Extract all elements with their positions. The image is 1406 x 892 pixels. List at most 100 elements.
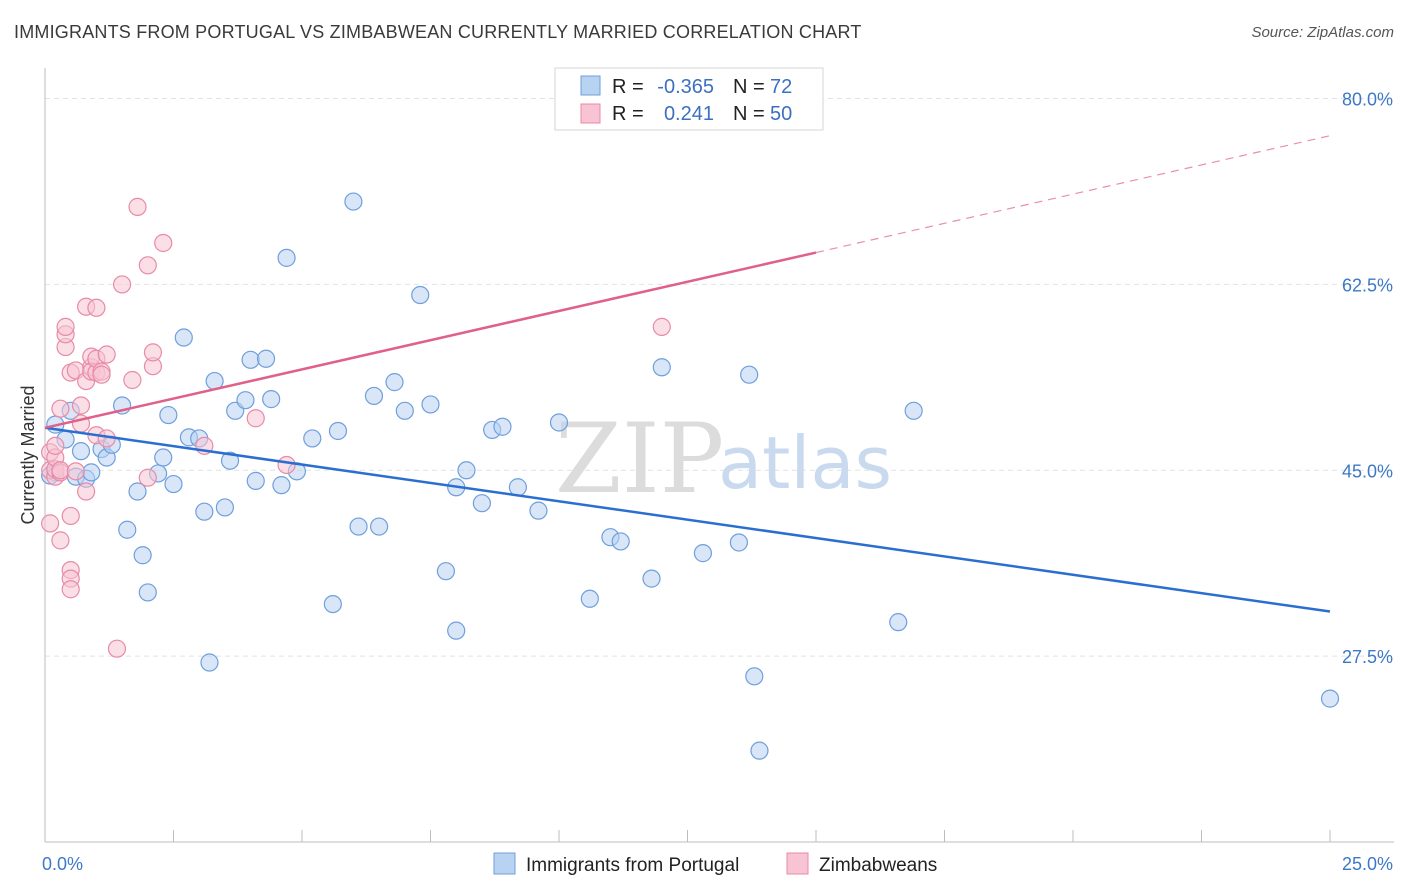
portugal-point-47 bbox=[421, 395, 440, 414]
portugal-point-56 bbox=[529, 501, 548, 520]
gridlines bbox=[45, 98, 1394, 657]
portugal-point-23 bbox=[195, 502, 214, 521]
zimbabwean-point-6 bbox=[46, 436, 65, 455]
portugal-point-67 bbox=[750, 741, 769, 760]
portugal-point-5 bbox=[71, 442, 91, 461]
legend-n-value-2: 50 bbox=[770, 103, 792, 125]
legend-r-value-2: 0.241 bbox=[664, 103, 714, 125]
portugal-point-15 bbox=[138, 583, 157, 602]
portugal-point-26 bbox=[215, 498, 234, 517]
portugal-point-35 bbox=[277, 248, 296, 267]
correlation-legend: R = -0.365 N = 72 R = 0.241 N = 50 bbox=[554, 67, 824, 131]
zimbabwean-point-47 bbox=[246, 409, 265, 428]
zimbabwean-point-14 bbox=[61, 506, 80, 526]
zimbabwean-point-41 bbox=[138, 256, 157, 275]
zimbabwean-point-37 bbox=[107, 639, 127, 658]
bottom-legend-swatch-portugal bbox=[493, 852, 516, 875]
y-tick-label-3: 27.5% bbox=[1342, 647, 1393, 667]
portugal-point-54 bbox=[493, 417, 512, 436]
zimbabwean-point-48 bbox=[277, 455, 296, 475]
zimbabwean-point-45 bbox=[154, 233, 173, 253]
zimbabwean-point-49 bbox=[652, 317, 671, 336]
portugal-point-33 bbox=[262, 390, 281, 409]
zimbabwean-trend-extension bbox=[815, 135, 1331, 254]
portugal-point-37 bbox=[303, 429, 322, 448]
zimbabwean-point-7 bbox=[51, 531, 70, 550]
zimbabwean-point-40 bbox=[128, 197, 147, 216]
x-tick-label-0: 0.0% bbox=[42, 854, 83, 874]
legend-n-label-2: N = bbox=[733, 103, 765, 125]
points-layer bbox=[41, 192, 1340, 760]
zimbabwean-point-34 bbox=[92, 365, 111, 384]
bottom-legend-label-zimbabweans: Zimbabweans bbox=[819, 855, 937, 876]
portugal-point-40 bbox=[344, 192, 363, 211]
chart-source: Source: ZipAtlas.com bbox=[1251, 24, 1394, 41]
zimbabwean-point-17 bbox=[61, 580, 80, 599]
zimbabwean-point-9 bbox=[51, 399, 70, 418]
portugal-point-27 bbox=[220, 451, 240, 470]
zimbabwean-point-35 bbox=[97, 345, 116, 364]
zimbabwean-point-22 bbox=[71, 396, 91, 415]
legend-n-value-1: 72 bbox=[770, 76, 792, 98]
portugal-point-13 bbox=[128, 482, 147, 501]
zimbabwean-point-23 bbox=[77, 482, 96, 501]
portugal-point-39 bbox=[328, 421, 348, 441]
bottom-legend-swatch-zimbabweans bbox=[786, 852, 809, 875]
y-tick-label-1: 62.5% bbox=[1342, 275, 1393, 295]
portugal-point-41 bbox=[349, 517, 368, 536]
portugal-point-46 bbox=[411, 285, 430, 305]
portugal-point-49 bbox=[447, 621, 466, 640]
portugal-point-38 bbox=[323, 594, 342, 614]
zimbabwean-point-39 bbox=[123, 370, 142, 390]
portugal-point-31 bbox=[246, 471, 265, 490]
watermark-zip: ZIP bbox=[555, 403, 724, 515]
portugal-point-20 bbox=[174, 328, 193, 347]
bottom-legend-label-portugal: Immigrants from Portugal bbox=[526, 855, 739, 876]
zimbabwean-point-20 bbox=[66, 462, 85, 481]
portugal-trend-line bbox=[44, 426, 1331, 613]
portugal-point-19 bbox=[164, 474, 183, 494]
portugal-point-63 bbox=[693, 544, 713, 563]
trend-layer bbox=[44, 135, 1331, 613]
portugal-point-14 bbox=[133, 546, 152, 565]
portugal-point-42 bbox=[364, 386, 384, 406]
tick-labels: 80.0% 62.5% 45.0% 27.5% 0.0% 25.0% bbox=[42, 90, 1393, 874]
portugal-point-34 bbox=[272, 476, 291, 495]
portugal-point-44 bbox=[385, 373, 404, 392]
watermark: ZIP atlas bbox=[555, 403, 892, 515]
portugal-point-62 bbox=[652, 358, 671, 377]
zimbabwean-point-38 bbox=[112, 275, 132, 294]
legend-swatch-blue bbox=[580, 75, 601, 96]
portugal-point-32 bbox=[256, 349, 276, 368]
portugal-point-30 bbox=[241, 350, 260, 369]
portugal-point-52 bbox=[472, 494, 491, 513]
series-legend: Immigrants from Portugal Zimbabweans bbox=[493, 852, 937, 876]
portugal-point-17 bbox=[154, 448, 173, 467]
zimbabwean-point-29 bbox=[87, 298, 106, 317]
y-tick-label-2: 45.0% bbox=[1342, 461, 1393, 481]
portugal-point-64 bbox=[729, 533, 749, 552]
y-axis-title: Currently Married bbox=[18, 385, 38, 524]
legend-r-label-2: R = bbox=[612, 103, 644, 125]
legend-swatch-pink bbox=[580, 103, 601, 124]
portugal-point-68 bbox=[889, 613, 908, 632]
chart-title: IMMIGRANTS FROM PORTUGAL VS ZIMBABWEAN C… bbox=[14, 22, 862, 42]
zimbabwean-point-10 bbox=[51, 461, 70, 480]
portugal-point-55 bbox=[508, 478, 527, 497]
portugal-point-65 bbox=[740, 365, 759, 384]
portugal-point-7 bbox=[82, 463, 101, 482]
portugal-point-45 bbox=[395, 401, 414, 420]
zimbabwean-trend-line bbox=[44, 251, 817, 430]
y-tick-label-0: 80.0% bbox=[1342, 90, 1393, 110]
portugal-point-60 bbox=[611, 532, 630, 551]
portugal-point-69 bbox=[904, 401, 923, 420]
watermark-atlas: atlas bbox=[718, 421, 892, 505]
legend-n-label-1: N = bbox=[733, 76, 765, 98]
portugal-point-18 bbox=[159, 405, 178, 425]
portugal-point-29 bbox=[236, 391, 255, 410]
portugal-point-48 bbox=[436, 562, 456, 581]
portugal-point-58 bbox=[580, 589, 599, 608]
portugal-point-57 bbox=[549, 413, 569, 432]
portugal-point-70 bbox=[1320, 689, 1340, 708]
